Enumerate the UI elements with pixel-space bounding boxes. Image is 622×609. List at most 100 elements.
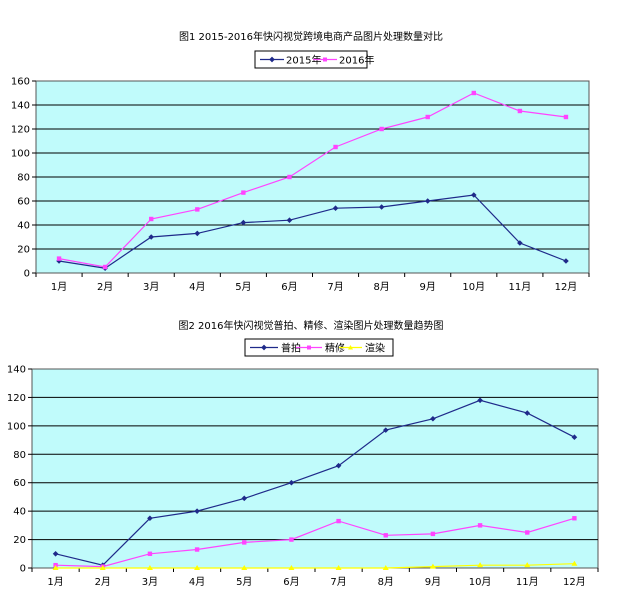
x-tick-label: 7月 [327,281,343,293]
y-tick-label: 140 [7,365,26,376]
chart-2-series-2-point [146,565,153,570]
y-tick-label: 60 [17,197,30,208]
chart-1-series [56,90,569,271]
chart-2-series-2-line [55,563,575,569]
y-tick-label: 0 [24,269,30,280]
x-tick-label: 1月 [51,281,67,293]
chart-1-legend-label-2015: 2015年 [286,54,321,67]
chart-2-series-2-point [429,563,436,569]
chart-2-series-2-point [335,565,342,570]
x-tick-label: 3月 [142,576,158,588]
chart-2-x-axis: 1月 2月 3月 4月 5月 6月 7月 8月 9月 10月 11月 12月 [31,568,599,588]
y-tick-label: 80 [13,450,26,461]
x-tick-label: 3月 [143,281,159,293]
chart-2-series-1-point [194,547,200,552]
chart-2-series-0-point [571,434,578,441]
chart-2-series-2-point [288,565,295,570]
y-tick-label: 100 [7,421,26,432]
chart-1-y-axis: 0 20 40 60 80 100 120 140 160 [11,77,36,280]
chart-1-series-0-point [194,230,201,237]
chart-2-series-0-point [382,427,389,433]
chart-2-series-1-point [525,530,530,535]
chart-2-series-0-point [194,508,200,514]
chart-2-series-0-line [55,399,575,566]
chart-2-legend-label-jingxiu: 精修 [325,342,345,355]
x-tick-label: 6月 [281,281,297,293]
chart-1-legend: 2015年 2016年 [254,50,374,69]
chart-1-series-0-point [286,217,293,223]
x-tick-label: 6月 [283,576,299,588]
chart-2-y-axis: 0 20 40 60 80 100 120 140 [7,365,32,575]
chart-1-legend-box [254,50,368,69]
y-tick-label: 20 [17,245,30,256]
x-tick-label: 2月 [95,576,111,588]
chart-2-series-0-point [524,410,531,416]
chart-1-series-1-point [287,174,292,180]
x-tick-label: 11月 [516,576,539,588]
y-tick-label: 80 [17,173,30,184]
chart-2-series-2-point [52,565,59,570]
chart-1: 图1 2015-2016年快闪视觉跨境电商产品图片处理数量对比 2015年 20… [11,30,590,293]
chart-1-series-0-point [470,192,477,198]
chart-2-series-2-point [99,565,106,570]
y-tick-label: 40 [13,507,26,518]
chart-2-series-1-point [336,518,341,524]
chart-2-series-1-point [289,537,294,542]
chart-2-series-1-point [572,516,577,521]
chart-1-series-1-point [56,256,62,261]
chart-2-series-2-point [382,565,389,570]
chart-2-series-0-point [430,415,436,422]
chart-2-series-1-point [477,523,483,528]
y-tick-label: 120 [11,125,30,136]
x-tick-label: 5月 [236,576,252,588]
chart-1-x-axis: 1月 2月 3月 4月 5月 6月 7月 8月 9月 10月 11月 12月 [35,273,590,293]
chart-2-series-1-point [430,531,436,537]
y-tick-label: 20 [13,535,26,546]
chart-2-series-1-point [147,551,153,556]
chart-1-series-1-point [102,264,108,270]
chart-2-legend: 普拍 精修 渲染 [244,338,394,357]
chart-1-legend-label-2016: 2016年 [339,54,374,67]
chart-1-series-1-point [149,216,154,222]
chart-2-series-0-point [335,462,342,469]
chart-2-legend-marker-jingxiu [307,345,311,350]
x-tick-label: 8月 [378,576,394,588]
chart-2-series-2-point [241,565,248,570]
chart-1-series-1-point [379,126,384,132]
chart-1-series-0-point [563,258,569,264]
chart-1-series-1-point [471,90,476,96]
y-tick-label: 40 [17,221,30,232]
chart-1-series-0-point [240,219,247,226]
x-tick-label: 9月 [425,576,441,588]
x-tick-label: 9月 [420,281,436,293]
chart-1-series-0-point [332,205,339,211]
chart-2-gridlines [32,396,598,541]
x-tick-label: 2月 [97,281,113,293]
y-tick-label: 0 [20,564,26,575]
chart-2-series-0-point [477,397,483,404]
x-tick-label: 4月 [189,576,205,588]
chart-2-plot-area [31,368,599,569]
chart-1-series-1-point [241,190,246,195]
chart-2-series-2-point [477,562,484,568]
chart-1-series-0-point [148,234,155,240]
x-tick-label: 5月 [235,281,251,293]
chart-2-legend-label-xuanran: 渲染 [365,342,385,355]
chart-1-series-1-point [563,114,569,120]
chart-2: 图2 2016年快闪视觉普拍、精修、渲染图片处理数量趋势图 普拍 精修 渲染 0… [7,319,599,588]
chart-1-series-0-point [517,240,523,246]
chart-2-series-1-point [242,540,247,545]
chart-2-series-1-point [383,533,388,538]
chart-1-series-0-point [424,198,431,204]
x-tick-label: 11月 [509,281,532,293]
x-tick-label: 4月 [189,281,205,293]
chart-1-series-0-point [378,204,385,210]
y-tick-label: 100 [11,149,30,160]
chart-1-series-1-point [517,108,523,114]
y-tick-label: 60 [13,478,26,489]
y-tick-label: 120 [7,393,26,404]
chart-1-series-1-point [195,207,200,212]
chart-2-series-2-point [524,562,531,568]
chart-2-series-0-point [288,479,295,486]
